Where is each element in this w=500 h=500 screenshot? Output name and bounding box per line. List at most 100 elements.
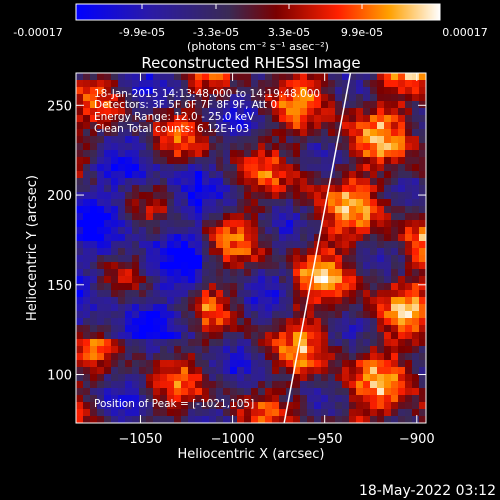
heatmap-cell <box>377 255 385 263</box>
heatmap-cell <box>181 262 189 270</box>
heatmap-cell <box>125 87 133 95</box>
heatmap-cell <box>181 381 189 389</box>
heatmap-cell <box>139 395 147 403</box>
heatmap-cell <box>83 416 91 423</box>
heatmap-cell <box>279 388 287 396</box>
heatmap-cell <box>419 185 426 193</box>
heatmap-cell <box>391 178 399 186</box>
heatmap-cell <box>181 304 189 312</box>
heatmap-cell <box>342 388 350 396</box>
heatmap-cell <box>363 108 371 116</box>
heatmap-cell <box>111 80 119 88</box>
heatmap-cell <box>111 206 119 214</box>
heatmap-cell <box>104 178 112 186</box>
heatmap-cell <box>356 122 364 130</box>
heatmap-cell <box>223 80 231 88</box>
heatmap-cell <box>321 374 329 382</box>
heatmap-cell <box>104 185 112 193</box>
heatmap-cell <box>412 206 420 214</box>
heatmap-cell <box>174 283 182 291</box>
heatmap-cell <box>356 115 364 123</box>
heatmap-cell <box>195 255 203 263</box>
heatmap-cell <box>279 304 287 312</box>
heatmap-cell <box>195 164 203 172</box>
heatmap-cell <box>405 150 413 158</box>
heatmap-cell <box>153 227 161 235</box>
heatmap-cell <box>111 94 119 102</box>
heatmap-cell <box>125 129 133 137</box>
heatmap-cell <box>363 311 371 319</box>
heatmap-cell <box>335 143 343 151</box>
heatmap-cell <box>202 262 210 270</box>
heatmap-cell <box>356 353 364 361</box>
heatmap-cell <box>223 227 231 235</box>
heatmap-cell <box>188 192 196 200</box>
heatmap-cell <box>167 101 175 109</box>
heatmap-cell <box>209 136 217 144</box>
heatmap-cell <box>384 304 392 312</box>
heatmap-cell <box>300 241 308 249</box>
heatmap-cell <box>419 339 426 347</box>
heatmap-cell <box>202 122 210 130</box>
heatmap-cell <box>209 346 217 354</box>
heatmap-cell <box>419 143 426 151</box>
heatmap-cell <box>412 199 420 207</box>
heatmap-cell <box>405 185 413 193</box>
heatmap-cell <box>342 220 350 228</box>
heatmap-cell <box>139 129 147 137</box>
heatmap-cell <box>279 227 287 235</box>
heatmap-cell <box>251 276 259 284</box>
heatmap-cell <box>167 290 175 298</box>
heatmap-cell <box>314 164 322 172</box>
heatmap-cell <box>83 199 91 207</box>
heatmap-cell <box>216 276 224 284</box>
heatmap-cell <box>398 87 406 95</box>
heatmap-cell <box>76 87 84 95</box>
heatmap-cell <box>230 276 238 284</box>
heatmap-cell <box>195 276 203 284</box>
heatmap-cell <box>384 374 392 382</box>
heatmap-cell <box>132 192 140 200</box>
heatmap-cell <box>223 248 231 256</box>
heatmap-cell <box>188 311 196 319</box>
heatmap-cell <box>321 304 329 312</box>
heatmap-cell <box>258 311 266 319</box>
heatmap-cell <box>419 101 426 109</box>
heatmap-cell <box>328 241 336 249</box>
heatmap-cell <box>153 318 161 326</box>
heatmap-cell <box>76 248 84 256</box>
heatmap-cell <box>363 339 371 347</box>
heatmap-cell <box>342 367 350 375</box>
heatmap-cell <box>335 325 343 333</box>
heatmap-cell <box>328 136 336 144</box>
heatmap-cell <box>300 136 308 144</box>
heatmap-cell <box>398 206 406 214</box>
heatmap-cell <box>265 87 273 95</box>
heatmap-cell <box>286 318 294 326</box>
heatmap-cell <box>279 395 287 403</box>
heatmap-cell <box>265 80 273 88</box>
heatmap-cell <box>391 87 399 95</box>
heatmap-cell <box>237 381 245 389</box>
heatmap-cell <box>293 255 301 263</box>
heatmap-cell <box>293 108 301 116</box>
heatmap-cell <box>244 297 252 305</box>
heatmap-cell <box>307 297 315 305</box>
heatmap-cell <box>265 185 273 193</box>
heatmap-cell <box>251 227 259 235</box>
heatmap-cell <box>265 213 273 221</box>
heatmap-cell <box>160 381 168 389</box>
heatmap-cell <box>202 192 210 200</box>
heatmap-cell <box>209 311 217 319</box>
heatmap-cell <box>265 199 273 207</box>
heatmap-cell <box>398 164 406 172</box>
heatmap-cell <box>342 157 350 165</box>
heatmap-cell <box>377 87 385 95</box>
heatmap-cell <box>202 346 210 354</box>
heatmap-cell <box>412 297 420 305</box>
heatmap-cell <box>384 255 392 263</box>
heatmap-cell <box>188 220 196 228</box>
heatmap-cell <box>83 108 91 116</box>
heatmap-cell <box>384 395 392 403</box>
heatmap-cell <box>174 318 182 326</box>
